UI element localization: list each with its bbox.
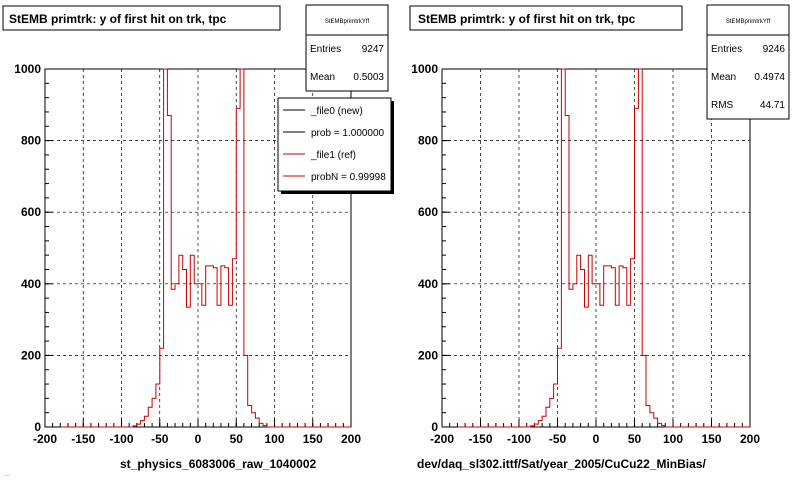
x-tick-label-right: -200 [430,432,454,446]
y-tick-label-right: 200 [418,348,438,362]
title-box-right [409,5,683,31]
y-tick-label-right: 600 [418,205,438,219]
y-tick-label-left: 800 [21,134,41,148]
x-tick-label-left: -150 [71,432,95,446]
y-tick-label-right: 1000 [411,62,438,76]
histogram-series-ref-left [60,68,351,428]
plot-area-right: -200 -150 -100 -50 0 50 100 150 200 0 200 400 600 800… [411,4,790,446]
x-tick-label-left: 100 [264,432,284,446]
legend-entry: prob = 1.000000 [311,128,385,139]
y-tick-label-left: 1000 [14,62,41,76]
x-axis-label-left: st_physics_6083006_raw_1040002 [120,457,316,471]
x-tick-label-left: -100 [109,432,133,446]
footer-note: ... [4,471,10,478]
title-box-left [2,5,281,31]
stats-value-right: 9246 [763,44,786,55]
chart-title-right: StEMB primtrk: y of first hit on trk, tp… [418,12,636,26]
x-tick-label-right: 100 [663,432,683,446]
x-tick-label-left: 200 [341,432,361,446]
x-tick-label-left: -50 [151,432,169,446]
x-tick-label-left: 0 [195,432,202,446]
stats-name-right: StEMBprimtrkYff [726,19,771,25]
x-tick-label-left: -200 [33,432,57,446]
stats-box-right [706,4,790,120]
x-tick-label-right: 0 [593,432,600,446]
stats-label-right: Mean [711,72,736,83]
legend-entry: _file1 (ref) [310,150,356,161]
x-tick-label-right: 200 [740,432,760,446]
stats-label-left: Mean [310,72,335,83]
histogram-panel-left: StEMB primtrk: y of first hit on trk, tp… [2,4,394,471]
x-tick-label-right: -50 [549,432,567,446]
chart-title-left: StEMB primtrk: y of first hit on trk, tp… [9,12,227,26]
x-tick-label-right: 150 [701,432,721,446]
x-axis-label-right: dev/daq_sl302.ittf/Sat/year_2005/CuCu22_… [417,457,706,471]
y-tick-label-right: 800 [418,134,438,148]
stats-label-left: Entries [310,44,341,55]
stats-name-left: StEMBprimtrkYff [325,19,370,25]
y-tick-label-left: 400 [21,277,41,291]
x-tick-label-right: -150 [468,432,492,446]
stats-box-left [305,4,389,92]
x-tick-label-left: 150 [303,432,323,446]
legend-entry: _file0 (new) [310,106,363,117]
plot-area-left: -200 -150 -100 -50 0 50 100 150 200 0 200 400 600 800… [14,4,394,446]
x-tick-label-right: -100 [507,432,531,446]
histogram-series-ref-right [457,68,750,428]
y-tick-label-right: 400 [418,277,438,291]
x-tick-label-left: 50 [230,432,244,446]
y-tick-label-left: 0 [34,420,41,434]
plot-frame-right [441,68,751,428]
stats-value-left: 9247 [362,44,385,55]
stats-value-left: 0.5003 [353,72,384,83]
y-tick-label-right: 0 [431,420,438,434]
stats-value-right: 44.71 [760,100,785,111]
y-tick-label-left: 600 [21,205,41,219]
stats-label-right: RMS [711,100,734,111]
legend-entry: probN = 0.99998 [311,172,386,183]
histogram-panel-right: StEMB primtrk: y of first hit on trk, tp… [409,4,790,471]
stats-label-right: Entries [711,44,742,55]
y-tick-label-left: 200 [21,348,41,362]
stats-value-right: 0.4974 [754,72,785,83]
x-tick-label-right: 50 [628,432,642,446]
